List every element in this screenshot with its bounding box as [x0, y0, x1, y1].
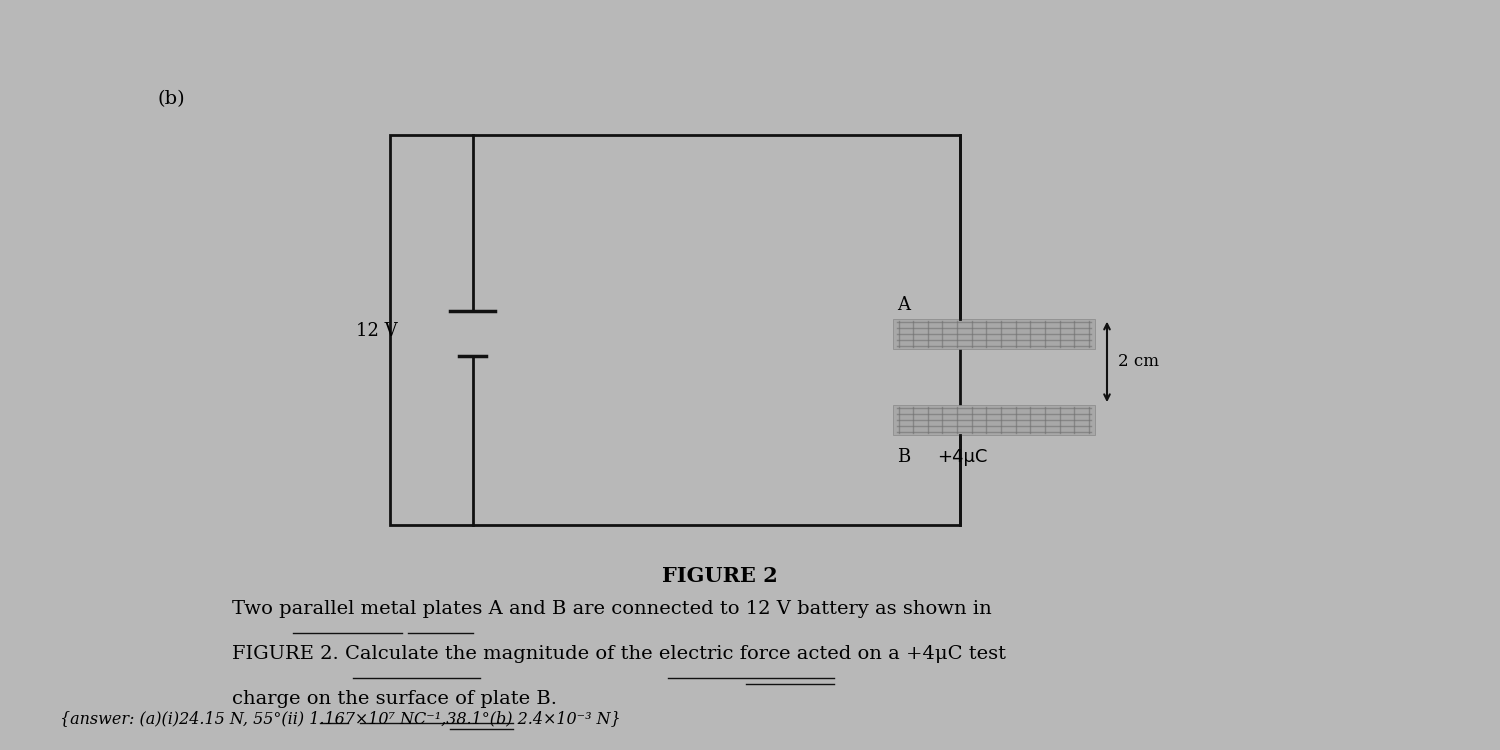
Text: +4μC: +4μC [938, 448, 988, 466]
Text: (b): (b) [158, 90, 184, 108]
Text: charge on the surface of plate B.: charge on the surface of plate B. [232, 690, 558, 708]
Text: A: A [897, 296, 910, 314]
Text: FIGURE 2. Calculate the magnitude of the electric force acted on a +4μC test: FIGURE 2. Calculate the magnitude of the… [232, 645, 1006, 663]
Bar [390, 135, 960, 525]
Text: 2 cm: 2 cm [1118, 353, 1158, 370]
Text: Two parallel metal plates A and B are connected to 12 V battery as shown in: Two parallel metal plates A and B are co… [232, 600, 993, 618]
Text: {answer: (a)(i)24.15 N, 55°(ii) 1.167×10⁷ NC⁻¹,38.1°(b) 2.4×10⁻³ N}: {answer: (a)(i)24.15 N, 55°(ii) 1.167×10… [60, 710, 621, 728]
Text: FIGURE 2: FIGURE 2 [662, 566, 778, 586]
Text: B: B [897, 448, 910, 466]
Bar [892, 405, 1095, 435]
Text: 12 V: 12 V [356, 322, 398, 340]
Bar [892, 319, 1095, 349]
